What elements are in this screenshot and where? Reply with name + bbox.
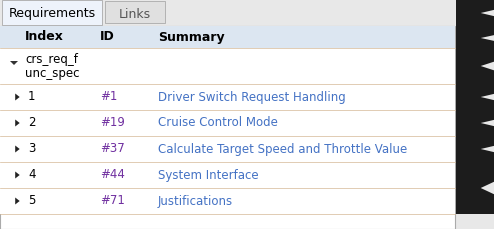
Bar xyxy=(0,48,455,84)
Text: 3: 3 xyxy=(28,142,36,155)
Polygon shape xyxy=(456,48,494,84)
Text: 5: 5 xyxy=(28,194,36,207)
Text: Cruise Control Mode: Cruise Control Mode xyxy=(158,117,278,130)
Bar xyxy=(2,0,102,25)
Bar xyxy=(0,84,455,110)
Bar xyxy=(0,110,455,136)
Polygon shape xyxy=(15,145,20,153)
Text: #1: #1 xyxy=(100,90,118,104)
Polygon shape xyxy=(456,0,494,26)
Text: System Interface: System Interface xyxy=(158,169,259,182)
Polygon shape xyxy=(15,172,20,178)
Text: Summary: Summary xyxy=(158,30,225,44)
Polygon shape xyxy=(10,61,18,65)
Bar xyxy=(0,26,455,229)
Bar xyxy=(105,1,165,23)
Text: Links: Links xyxy=(119,8,151,21)
Text: crs_req_f: crs_req_f xyxy=(25,52,78,65)
Polygon shape xyxy=(456,110,494,136)
Text: 4: 4 xyxy=(28,169,36,182)
Text: #44: #44 xyxy=(100,169,125,182)
Text: Justifications: Justifications xyxy=(158,194,233,207)
Text: unc_spec: unc_spec xyxy=(25,66,80,79)
Bar xyxy=(0,136,455,162)
Text: Requirements: Requirements xyxy=(8,6,95,19)
Text: ID: ID xyxy=(100,30,115,44)
Bar xyxy=(0,188,455,214)
Text: 2: 2 xyxy=(28,117,36,130)
Text: Driver Switch Request Handling: Driver Switch Request Handling xyxy=(158,90,346,104)
Text: Calculate Target Speed and Throttle Value: Calculate Target Speed and Throttle Valu… xyxy=(158,142,407,155)
Polygon shape xyxy=(15,93,20,101)
Text: #71: #71 xyxy=(100,194,125,207)
Polygon shape xyxy=(456,84,494,110)
Text: #19: #19 xyxy=(100,117,125,130)
Polygon shape xyxy=(456,26,494,50)
Bar xyxy=(0,162,455,188)
Polygon shape xyxy=(15,197,20,204)
Bar xyxy=(0,0,494,26)
Polygon shape xyxy=(456,136,494,162)
Text: #37: #37 xyxy=(100,142,125,155)
Text: 1: 1 xyxy=(28,90,36,104)
Text: Index: Index xyxy=(25,30,64,44)
Polygon shape xyxy=(456,162,494,214)
Polygon shape xyxy=(15,120,20,126)
Bar xyxy=(0,26,455,48)
